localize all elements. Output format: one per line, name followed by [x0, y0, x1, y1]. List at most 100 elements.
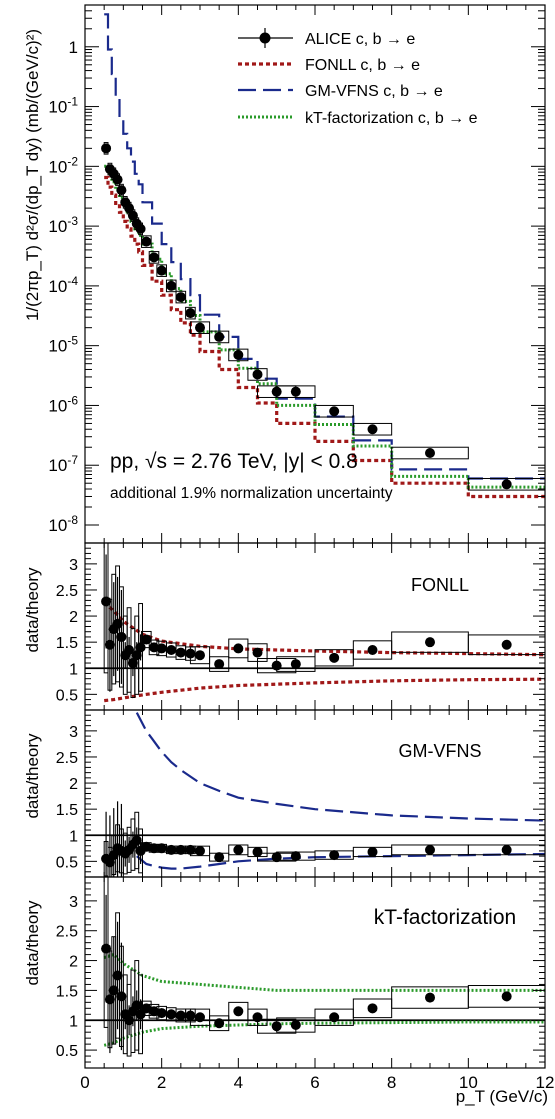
ratio-y-tick-label: 1.5 — [56, 983, 78, 1000]
ratio1-frame — [84, 542, 546, 711]
ratio-point — [175, 1010, 186, 1021]
ratio-point — [112, 618, 123, 629]
ratio-point — [195, 1012, 205, 1023]
ratio-point — [214, 659, 225, 670]
ratio-y-tick-label: 0.5 — [56, 854, 78, 871]
ratio-point — [166, 844, 177, 855]
main-y-tick-label: 1 — [69, 38, 78, 57]
ratio-panel-gmvfns: 0.5 1 1.5 2 2.5 3 — [56, 709, 546, 878]
ratio-point — [116, 991, 127, 1002]
system-annotation: pp, √s = 2.76 TeV, |y| < 0.8 — [110, 450, 358, 473]
ratio-point — [108, 985, 119, 996]
ratio-point — [175, 647, 186, 658]
x-tick-label: 4 — [234, 1073, 243, 1092]
data-point — [329, 406, 340, 417]
main-y-tick-label: 10-5 — [48, 334, 78, 356]
ratio1-label: FONLL — [411, 575, 469, 595]
ratio-point — [329, 1012, 340, 1023]
data-point — [124, 203, 135, 214]
ratio-y-tick-label: 1.5 — [56, 635, 78, 652]
ratio-y-tick-label: 2.5 — [56, 583, 78, 600]
ratio-point — [124, 1015, 135, 1026]
ratio-point — [116, 631, 127, 642]
theory-curve-0 — [104, 175, 545, 499]
normalization-annotation: additional 1.9% normalization uncertaint… — [110, 485, 393, 502]
data-point — [156, 265, 167, 276]
ratio-point — [175, 844, 186, 855]
ratio-point — [156, 843, 167, 854]
ratio-y-tick-label: 3 — [69, 724, 78, 741]
data-syst-box — [276, 385, 316, 398]
ratio-point — [195, 845, 205, 856]
legend-swatch-marker — [259, 32, 271, 44]
main-y-tick-label: 10-8 — [48, 513, 78, 535]
ratio-point — [425, 992, 435, 1003]
x-tick-label: 10 — [459, 1073, 478, 1092]
data-point — [116, 185, 127, 196]
data-point — [149, 252, 159, 263]
ratio-y-tick-label: 2 — [69, 609, 78, 626]
data-point — [425, 448, 435, 459]
data-syst-box — [189, 321, 211, 334]
data-point — [195, 322, 205, 333]
theory-band-lower — [136, 852, 546, 870]
ratio-point — [367, 846, 378, 857]
data-point — [233, 349, 244, 360]
data-point — [214, 331, 225, 342]
ratio-point — [501, 991, 512, 1002]
data-syst-box — [314, 404, 354, 418]
data-point — [166, 280, 177, 291]
ratio-point — [131, 650, 142, 661]
ratio-point — [367, 1003, 378, 1014]
x-tick-label: 8 — [387, 1073, 396, 1092]
x-tick-label: 2 — [157, 1073, 166, 1092]
data-point — [185, 308, 196, 319]
ratio-y-tick-label: 3 — [69, 557, 78, 574]
main-y-tick-label: 10-1 — [48, 95, 78, 117]
x-tick-label: 6 — [310, 1073, 319, 1092]
ratio-point — [290, 1020, 301, 1031]
ratio-point — [141, 634, 152, 645]
data-point — [135, 223, 146, 234]
ratio-point — [425, 637, 435, 648]
theory-band-upper — [135, 712, 546, 822]
theory-band-lower — [104, 677, 546, 703]
ratio-point — [252, 1012, 263, 1023]
spectrum-panel: 10-8 10-7 10-6 10-5 10-4 10-3 10-2 10-1 1 — [48, 4, 546, 544]
main-y-tick-label: 10-2 — [48, 154, 78, 176]
main-y-tick-label: 10-3 — [48, 214, 78, 236]
ratio-y-tick-label: 0.5 — [56, 687, 78, 704]
ratio3-label: kT-factorization — [374, 906, 516, 929]
ratio-point — [156, 643, 167, 654]
ratio-point — [166, 644, 177, 655]
ratio-syst-box — [209, 656, 230, 672]
ratio-point — [329, 652, 340, 663]
ratio-point — [501, 639, 512, 650]
ratio-y-tick-label: 1 — [69, 1013, 78, 1030]
ratio-syst-box — [209, 1015, 230, 1032]
ratio-y-tick-label: 1 — [69, 828, 78, 845]
data-point — [141, 236, 152, 247]
ratio-y-tick-label: 2.5 — [56, 750, 78, 767]
ratio-point — [290, 851, 301, 862]
legend-entry: FONLL c, b → e — [305, 57, 420, 74]
theory-curve-1 — [104, 13, 545, 480]
ratio-syst-box — [189, 646, 211, 665]
ratio-point — [233, 844, 244, 855]
legend-entry: GM-VFNS c, b → e — [305, 83, 443, 100]
ratio-point — [112, 970, 123, 981]
ratio-point — [290, 659, 301, 670]
ratio-point — [329, 850, 340, 861]
ratio-point — [131, 1000, 142, 1011]
data-point — [290, 386, 301, 397]
ratio-point — [233, 643, 244, 654]
ratio-point — [124, 644, 135, 655]
ratio-point — [214, 852, 225, 863]
ratio-point — [233, 1006, 244, 1017]
data-syst-box — [391, 446, 469, 460]
ratio-point — [501, 844, 512, 855]
ratio-point — [104, 639, 115, 650]
legend-entry: ALICE c, b → e — [305, 31, 415, 48]
theory-curve-2 — [104, 164, 545, 489]
